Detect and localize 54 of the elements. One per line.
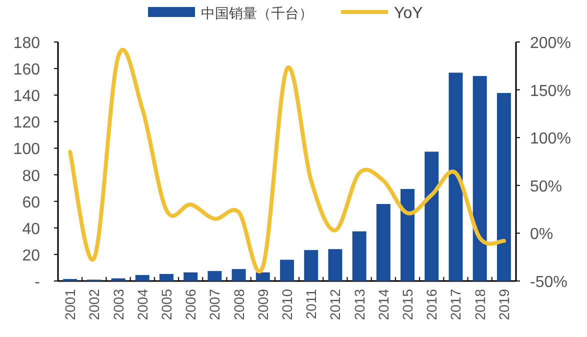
y2-tick-label: -50% xyxy=(530,274,568,291)
bar xyxy=(328,249,342,281)
bar xyxy=(352,231,366,281)
y2-tick-label: 0% xyxy=(530,226,554,244)
bar xyxy=(256,272,270,281)
y2-tick-label: 100% xyxy=(530,130,571,148)
x-tick-label: 2008 xyxy=(230,288,247,320)
bar xyxy=(472,76,487,281)
legend-label: 中国销量（千台） xyxy=(201,5,313,21)
y-tick-label: 120 xyxy=(13,114,40,132)
x-tick-label: 2001 xyxy=(62,288,78,320)
y-tick-label: 100 xyxy=(13,141,40,158)
bar xyxy=(376,204,390,281)
x-tick-label: 2006 xyxy=(182,288,199,320)
y-tick-label: 20 xyxy=(22,247,40,264)
bar xyxy=(135,275,150,281)
x-tick-label: 2004 xyxy=(134,288,150,320)
y-tick-label: - xyxy=(34,274,40,291)
y2-tick-label: 200% xyxy=(530,35,571,52)
x-tick-label: 2011 xyxy=(303,288,320,320)
x-tick-label: 2013 xyxy=(351,288,368,320)
bar xyxy=(184,272,198,281)
y-tick-label: 160 xyxy=(13,62,40,79)
y2-tick-label: 150% xyxy=(530,82,571,100)
bar xyxy=(304,250,318,281)
x-tick-label: 2016 xyxy=(424,288,440,320)
bar xyxy=(159,274,174,281)
bar xyxy=(208,271,222,281)
x-tick-label: 2005 xyxy=(158,288,174,320)
bar xyxy=(448,72,463,281)
x-tick-label: 2012 xyxy=(327,288,344,320)
y-tick-label: 60 xyxy=(22,194,40,212)
bar xyxy=(496,92,511,281)
x-tick-label: 2019 xyxy=(496,288,512,320)
x-tick-label: 2002 xyxy=(86,288,102,320)
x-tick-label: 2017 xyxy=(448,288,464,320)
x-tick-label: 2009 xyxy=(254,288,271,320)
y-tick-label: 40 xyxy=(22,220,40,238)
x-tick-label: 2014 xyxy=(375,288,392,320)
x-tick-label: 2010 xyxy=(279,288,295,320)
y-tick-label: 140 xyxy=(13,88,40,106)
bar xyxy=(400,188,415,281)
y2-tick-label: 50% xyxy=(530,178,562,196)
x-tick-label: 2003 xyxy=(110,288,126,320)
bar xyxy=(280,260,294,281)
bar xyxy=(424,152,439,281)
legend-label: YoY xyxy=(394,5,424,22)
y-tick-label: 180 xyxy=(13,35,40,52)
x-tick-label: 2015 xyxy=(400,288,416,320)
y-tick-label: 80 xyxy=(22,168,40,185)
x-tick-label: 2018 xyxy=(472,288,488,320)
bar xyxy=(111,278,126,281)
bar xyxy=(232,269,246,281)
x-tick-label: 2007 xyxy=(206,288,223,320)
